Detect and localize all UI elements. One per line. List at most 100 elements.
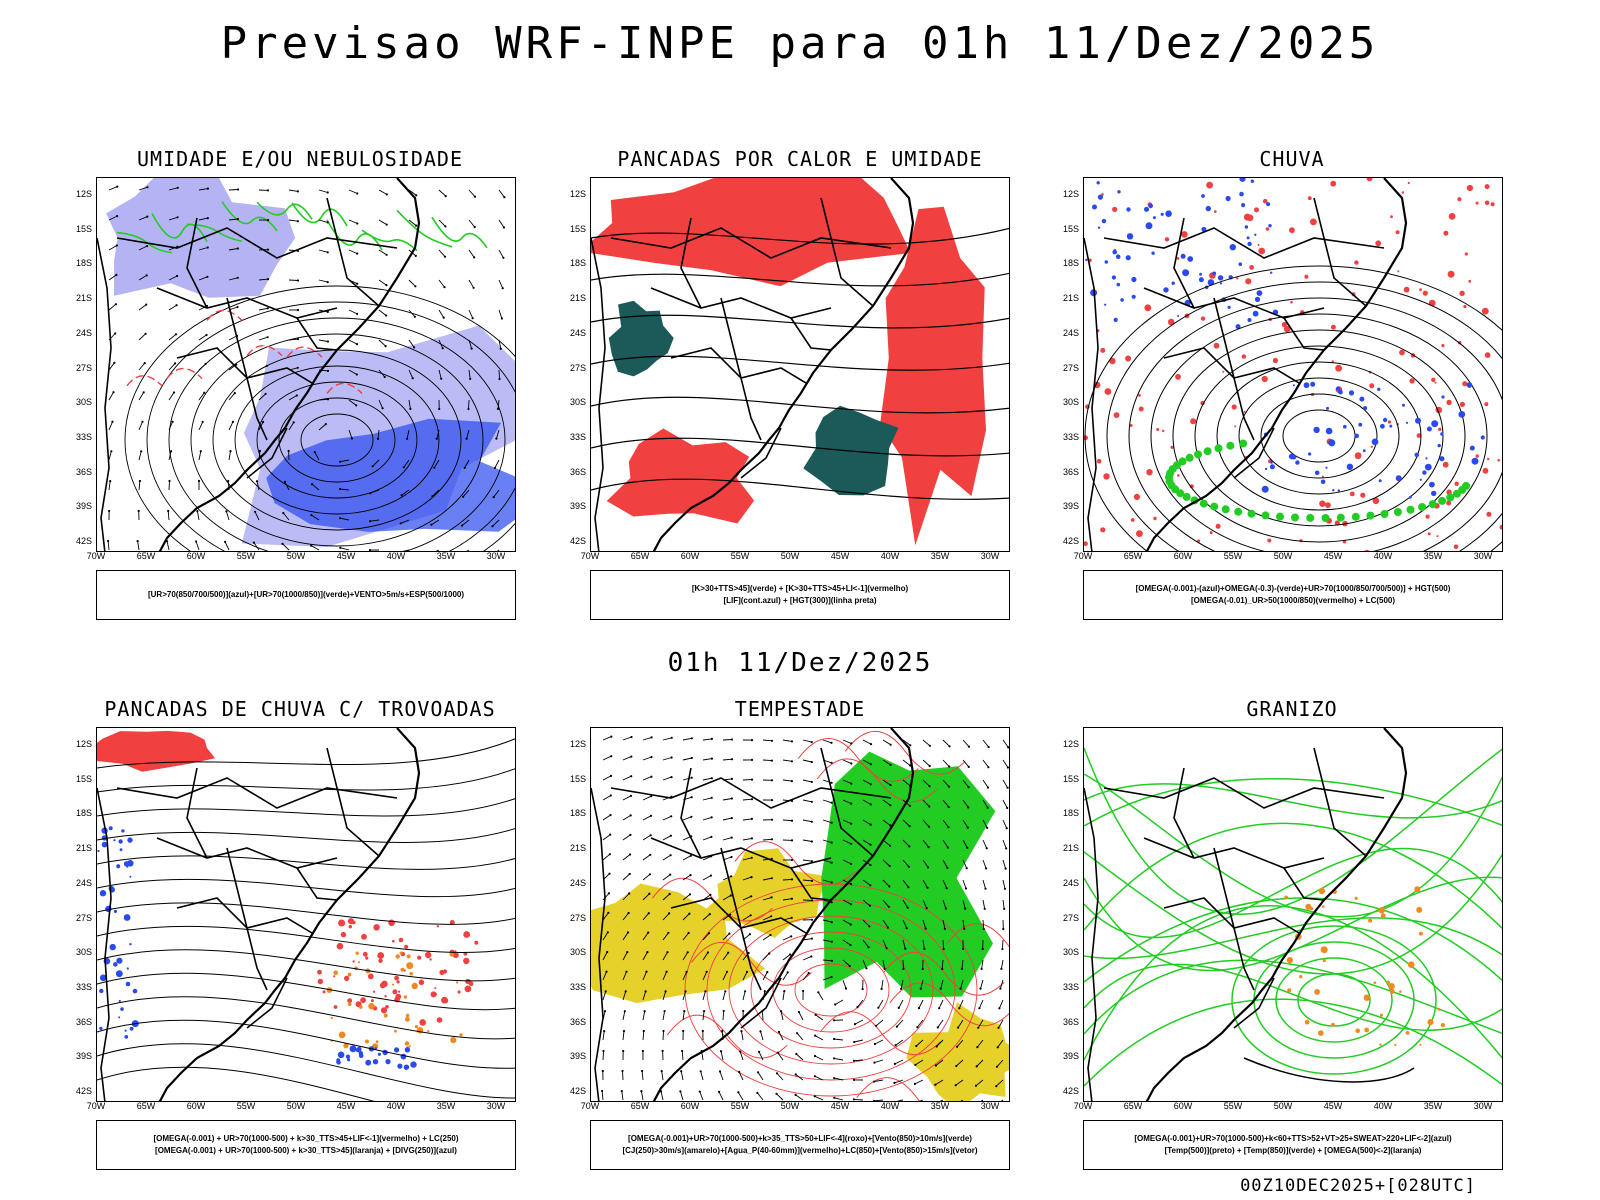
wind-vector	[842, 939, 851, 946]
height-contour	[591, 437, 1009, 457]
panel-title: PANCADAS POR CALOR E UMIDADE	[617, 147, 983, 171]
wind-vector-head	[606, 931, 609, 934]
wind-vector-head	[650, 795, 653, 798]
latitude-label: 42S	[1062, 1086, 1079, 1096]
wind-vector	[168, 304, 177, 311]
wind-vector-head	[339, 546, 342, 549]
rain-area-blue	[1414, 452, 1420, 458]
longitude-label: 30W	[980, 1101, 1000, 1111]
wind-vector	[462, 489, 470, 498]
rain-area-blue	[1326, 406, 1329, 410]
wind-vector	[498, 309, 503, 319]
wind-vector	[782, 878, 793, 881]
wind-vector-head	[473, 195, 477, 198]
wind-vector-head	[967, 786, 970, 789]
wind-vector-head	[146, 244, 149, 248]
rain-area-red	[1136, 530, 1143, 537]
wind-vector-head	[171, 420, 174, 423]
wind-vector-head	[629, 814, 632, 817]
temperature-850-contour	[1084, 959, 1502, 1035]
wind-vector	[195, 541, 200, 551]
rain-area-green	[1194, 450, 1202, 459]
rain-area-blue	[1217, 275, 1224, 281]
coastline	[158, 178, 421, 551]
omega-area-orange	[1418, 931, 1423, 936]
divergence-area-blue	[129, 875, 132, 878]
wind-vector-head	[435, 437, 438, 440]
precipitable-water-contour	[652, 877, 773, 922]
wind-vector-head	[830, 940, 833, 943]
wind-vector-head	[1000, 967, 1003, 970]
rain-area-red	[1231, 404, 1237, 410]
wind-vector	[917, 1019, 924, 1028]
wind-vector-head	[810, 840, 813, 843]
wind-vector-head	[255, 480, 259, 483]
wind-vector	[978, 999, 984, 1009]
wind-vector	[982, 839, 988, 849]
wind-vector-head	[917, 1007, 921, 1010]
thunderstorm-area-orange	[406, 962, 414, 970]
pressure-contour	[278, 397, 396, 483]
rain-area-red	[1364, 549, 1370, 551]
country-border	[116, 777, 398, 809]
wind-vector	[622, 912, 629, 921]
rain-area-blue	[1177, 315, 1180, 317]
wind-vector-head	[647, 912, 650, 915]
wind-vector-head	[381, 407, 384, 410]
wind-vector	[138, 245, 148, 251]
rain-area-red	[1370, 445, 1373, 448]
rain-area-red	[1487, 457, 1490, 461]
wind-vector-head	[907, 886, 910, 889]
wind-vector-head	[830, 921, 833, 924]
wind-vector	[802, 759, 812, 763]
wind-vector	[225, 511, 230, 521]
longitude-label: 30W	[486, 551, 506, 561]
wind-vector-head	[725, 970, 728, 973]
rain-area-blue	[1469, 445, 1475, 451]
wind-vector-head	[810, 955, 813, 958]
wind-vector	[282, 512, 290, 521]
wind-vector-head	[610, 735, 613, 738]
longitude-label: 55W	[1223, 1101, 1243, 1111]
longitude-label: 40W	[386, 551, 406, 561]
wind-vector-head	[790, 897, 793, 900]
wind-vector-head	[867, 946, 870, 949]
latitude-label: 12S	[1062, 189, 1079, 199]
wind-vector	[982, 819, 988, 829]
longitude-label: 65W	[1123, 551, 1143, 561]
wind-vector	[802, 879, 813, 882]
wind-vector-head	[850, 842, 853, 845]
wind-vector-head	[623, 1010, 626, 1013]
wind-vector-head	[115, 273, 118, 276]
thunderstorm-area-red	[347, 998, 353, 1003]
rain-area-blue	[1362, 449, 1366, 453]
wind-vector	[722, 1010, 725, 1021]
streamline	[97, 1019, 515, 1069]
rain-area-red	[1330, 180, 1337, 187]
wind-vector	[778, 1031, 784, 1041]
wind-vector-head	[909, 744, 912, 747]
wind-vector-head	[176, 274, 179, 278]
wind-vector	[348, 309, 358, 315]
divergence-area-blue	[99, 988, 104, 994]
thunderstorm-area-red	[352, 960, 355, 963]
rain-area-red	[1321, 475, 1324, 478]
wind-vector-head	[669, 854, 672, 857]
rain-area-red	[1475, 454, 1479, 458]
wind-vector	[435, 549, 440, 551]
rain-area-blue	[1254, 233, 1257, 236]
wind-vector	[641, 1070, 644, 1081]
wind-vector	[108, 245, 118, 251]
map-canvas	[1084, 178, 1502, 551]
wind-vector-head	[730, 875, 733, 878]
wind-vector	[802, 956, 812, 961]
rain-area-blue	[1199, 272, 1202, 276]
wind-vector	[822, 939, 832, 943]
wind-vector	[875, 1019, 884, 1027]
wind-vector-head	[850, 802, 853, 805]
rain-area-red	[1453, 544, 1459, 550]
latitude-label: 15S	[75, 773, 92, 784]
wind-vector	[642, 991, 647, 1001]
temperature-850-contour	[1084, 998, 1502, 1087]
latitude-label: 21S	[569, 843, 586, 854]
